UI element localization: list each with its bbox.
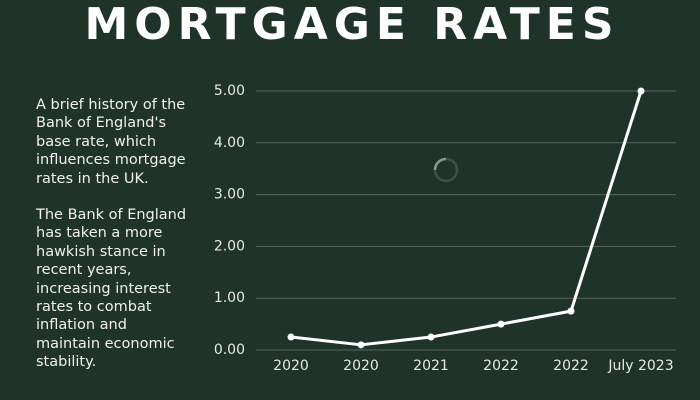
data-point	[427, 333, 435, 341]
text-line: recent years,	[36, 262, 132, 279]
chart-title: MORTGAGE RATES	[84, 0, 619, 50]
y-tick-label: 3.00	[214, 187, 245, 203]
x-tick-label: 2020	[343, 358, 379, 374]
y-tick-label: 5.00	[214, 83, 245, 99]
text-line: influences mortgage	[36, 152, 186, 169]
data-point	[567, 307, 575, 315]
paragraph: A brief history of the Bank of England's b…	[36, 96, 206, 188]
y-tick-label: 0.00	[214, 342, 245, 358]
x-tick-label: July 2023	[607, 358, 673, 374]
x-tick-label: 2022	[483, 358, 519, 374]
description: A brief history of the Bank of England's b…	[36, 96, 206, 390]
text-line: The Bank of England	[36, 207, 187, 224]
data-point	[357, 341, 365, 349]
y-tick-label: 4.00	[214, 135, 245, 151]
loading-spinner	[433, 157, 459, 183]
text-line: Bank of England's	[36, 115, 167, 132]
x-tick-label: 2020	[273, 358, 309, 374]
y-tick-label: 1.00	[214, 290, 245, 306]
text-line: A brief history of the	[36, 97, 186, 113]
x-tick-label: 2021	[413, 358, 449, 374]
data-point	[497, 320, 505, 328]
text-line: rates in the UK.	[36, 170, 149, 187]
text-line: stability.	[36, 354, 97, 371]
text-line: has taken a more	[36, 225, 163, 242]
y-tick-label: 2.00	[214, 238, 245, 254]
text-line: rates to combat	[36, 299, 152, 316]
text-line: hawkish stance in	[36, 243, 166, 260]
data-point	[637, 87, 645, 95]
x-tick-label: 2022	[553, 358, 589, 374]
text-line: inflation and	[36, 317, 127, 334]
text-line: base rate, which	[36, 133, 157, 150]
data-point	[287, 333, 295, 341]
text-line: maintain economic	[36, 335, 175, 352]
paragraph: The Bank of England has taken a more hawki…	[36, 206, 206, 372]
text-line: increasing interest	[36, 280, 171, 297]
data-line	[290, 90, 643, 347]
